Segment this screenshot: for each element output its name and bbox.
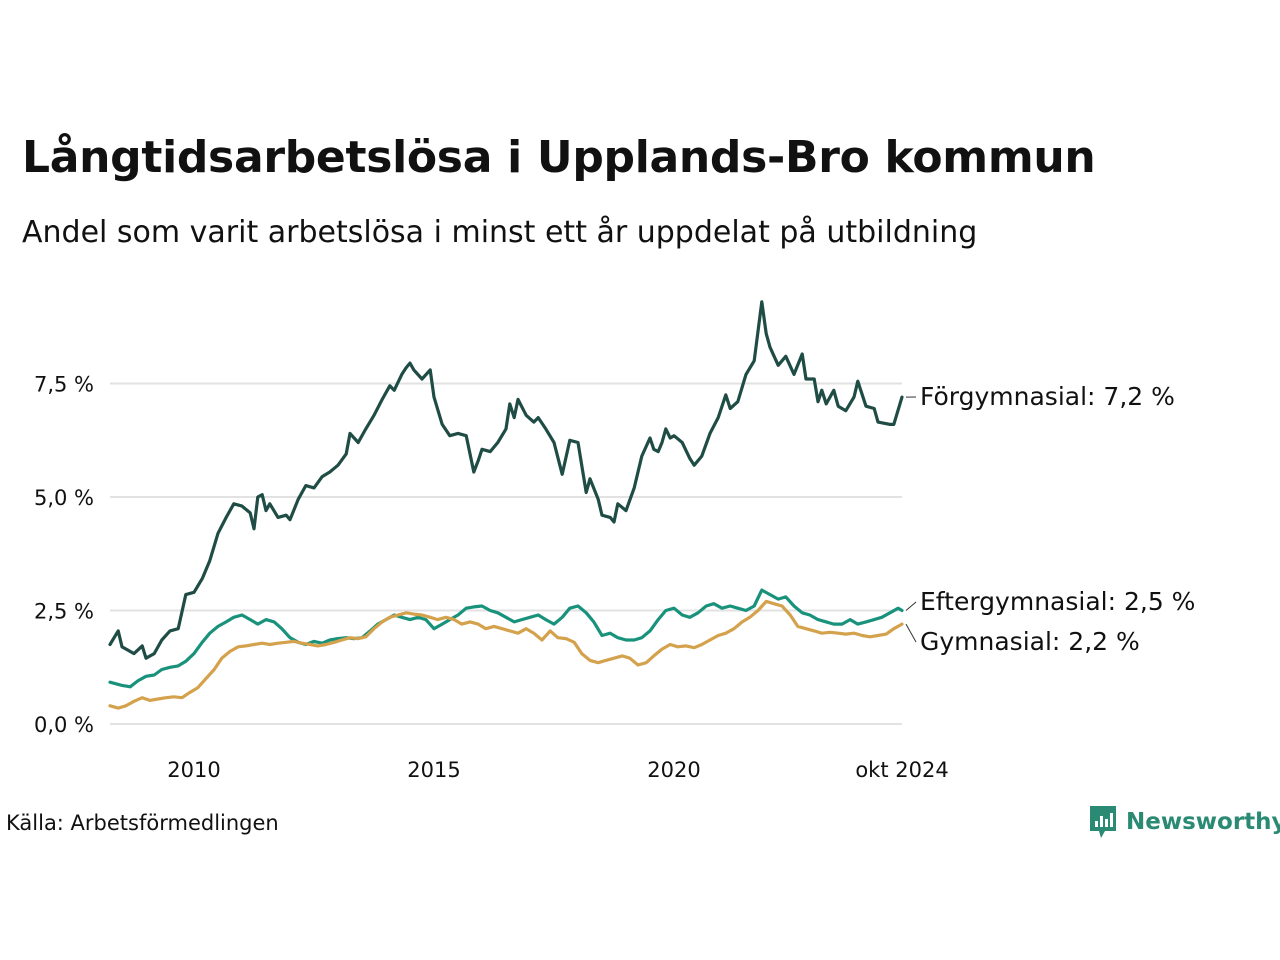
x-tick-label: 2010 bbox=[167, 758, 220, 782]
newsworthy-icon bbox=[1090, 806, 1116, 838]
series-lines bbox=[108, 300, 904, 710]
x-tick-label: 2015 bbox=[407, 758, 460, 782]
gridlines bbox=[110, 382, 902, 725]
x-tick-label: 2020 bbox=[647, 758, 700, 782]
label-leader bbox=[905, 623, 917, 643]
series-line-förgymnasial bbox=[108, 300, 904, 660]
x-axis: 2010 2015 2020 okt 2024 bbox=[167, 758, 948, 782]
label-leader bbox=[905, 601, 917, 611]
newsworthy-logo[interactable]: Newsworthy bbox=[1088, 804, 1280, 840]
series-line-eftergymnasial bbox=[108, 588, 904, 689]
x-tick-label: okt 2024 bbox=[855, 758, 948, 782]
series-label-eftergymnasial: Eftergymnasial: 2,5 % bbox=[920, 587, 1195, 616]
y-tick-label: 7,5 % bbox=[34, 373, 94, 397]
y-tick-label: 2,5 % bbox=[34, 600, 94, 624]
source-note: Källa: Arbetsförmedlingen bbox=[6, 811, 279, 835]
chart-title: Långtidsarbetslösa i Upplands-Bro kommun bbox=[22, 132, 1096, 183]
series-line-gymnasial bbox=[108, 599, 904, 710]
y-axis: 0,0 % 2,5 % 5,0 % 7,5 % bbox=[34, 373, 94, 738]
series-label-gymnasial: Gymnasial: 2,2 % bbox=[920, 627, 1140, 656]
brand-name: Newsworthy bbox=[1126, 809, 1280, 835]
chart-subtitle: Andel som varit arbetslösa i minst ett å… bbox=[22, 215, 978, 250]
series-label-förgymnasial: Förgymnasial: 7,2 % bbox=[920, 382, 1175, 411]
y-tick-label: 0,0 % bbox=[34, 713, 94, 737]
y-tick-label: 5,0 % bbox=[34, 486, 94, 510]
series-labels: Förgymnasial: 7,2 % Eftergymnasial: 2,5 %… bbox=[905, 382, 1195, 656]
